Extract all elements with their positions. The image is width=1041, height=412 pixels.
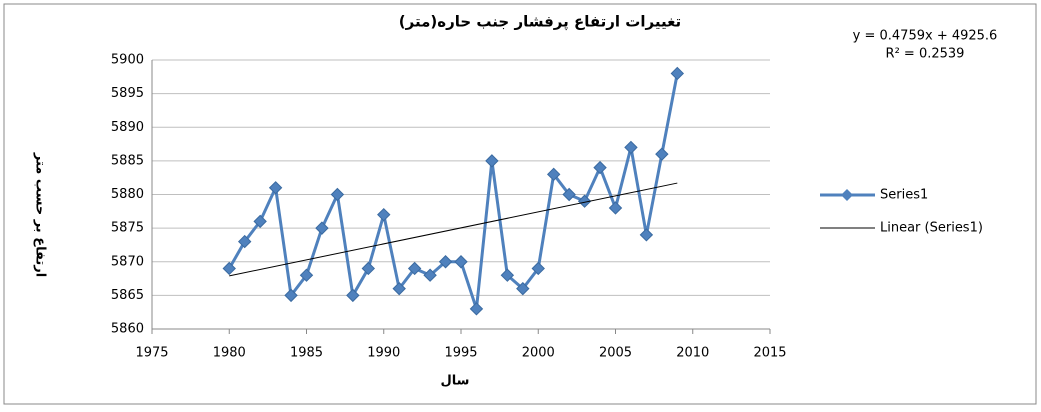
marker <box>330 187 345 202</box>
marker <box>577 194 592 208</box>
marker <box>500 268 515 282</box>
y-tick-label: 5900 <box>111 53 144 68</box>
marker <box>423 268 437 282</box>
marker <box>485 154 499 168</box>
marker <box>670 66 685 81</box>
marker <box>284 288 298 303</box>
legend-label: Linear (Series1) <box>880 221 983 236</box>
marker <box>407 261 422 276</box>
x-tick-label: 1980 <box>213 346 246 361</box>
marker <box>361 261 376 276</box>
y-tick-label: 5895 <box>111 86 144 101</box>
r-squared: R² = 0.2539 <box>886 47 965 62</box>
marker <box>346 288 360 303</box>
legend-label: Series1 <box>880 188 928 203</box>
chart-title: تغییرات ارتفاع پرفشار جنب حاره(متر) <box>399 13 681 32</box>
x-tick-label: 1990 <box>367 346 400 361</box>
marker <box>639 228 654 242</box>
marker <box>454 255 468 269</box>
marker <box>392 281 406 296</box>
y-tick-label: 5860 <box>111 322 144 337</box>
y-tick-label: 5865 <box>111 288 144 303</box>
x-tick-label: 2015 <box>753 346 786 361</box>
marker <box>377 207 391 222</box>
marker <box>237 234 252 249</box>
x-tick-label: 1975 <box>135 346 168 361</box>
x-tick-label: 1985 <box>290 346 323 361</box>
marker <box>655 147 669 161</box>
y-axis-label: ارتفاع بر حسب متر <box>33 152 48 277</box>
marker <box>438 255 453 269</box>
marker <box>253 214 267 229</box>
y-tick-label: 5880 <box>111 187 144 202</box>
marker <box>531 261 545 276</box>
marker <box>268 181 283 195</box>
y-tick-label: 5870 <box>111 254 144 269</box>
marker <box>469 302 484 316</box>
x-tick-label: 2010 <box>676 346 709 361</box>
chart-frame <box>3 3 1037 405</box>
trend-equation: y = 0.4759x + 4925.6 <box>853 29 998 44</box>
marker <box>562 187 576 202</box>
marker <box>299 268 314 282</box>
marker <box>546 167 561 182</box>
marker <box>608 201 623 215</box>
marker <box>315 221 329 235</box>
marker <box>593 160 607 175</box>
marker <box>222 261 236 276</box>
x-tick-label: 2000 <box>522 346 555 361</box>
y-tick-label: 5890 <box>111 120 144 135</box>
trend-line <box>229 182 678 277</box>
marker <box>516 281 530 296</box>
marker <box>624 140 638 155</box>
legend-marker <box>841 189 853 201</box>
y-tick-label: 5875 <box>111 221 144 236</box>
x-tick-label: 1995 <box>444 346 477 361</box>
y-tick-label: 5885 <box>111 153 144 168</box>
x-axis-label: سال <box>441 374 470 389</box>
x-tick-label: 2005 <box>599 346 632 361</box>
